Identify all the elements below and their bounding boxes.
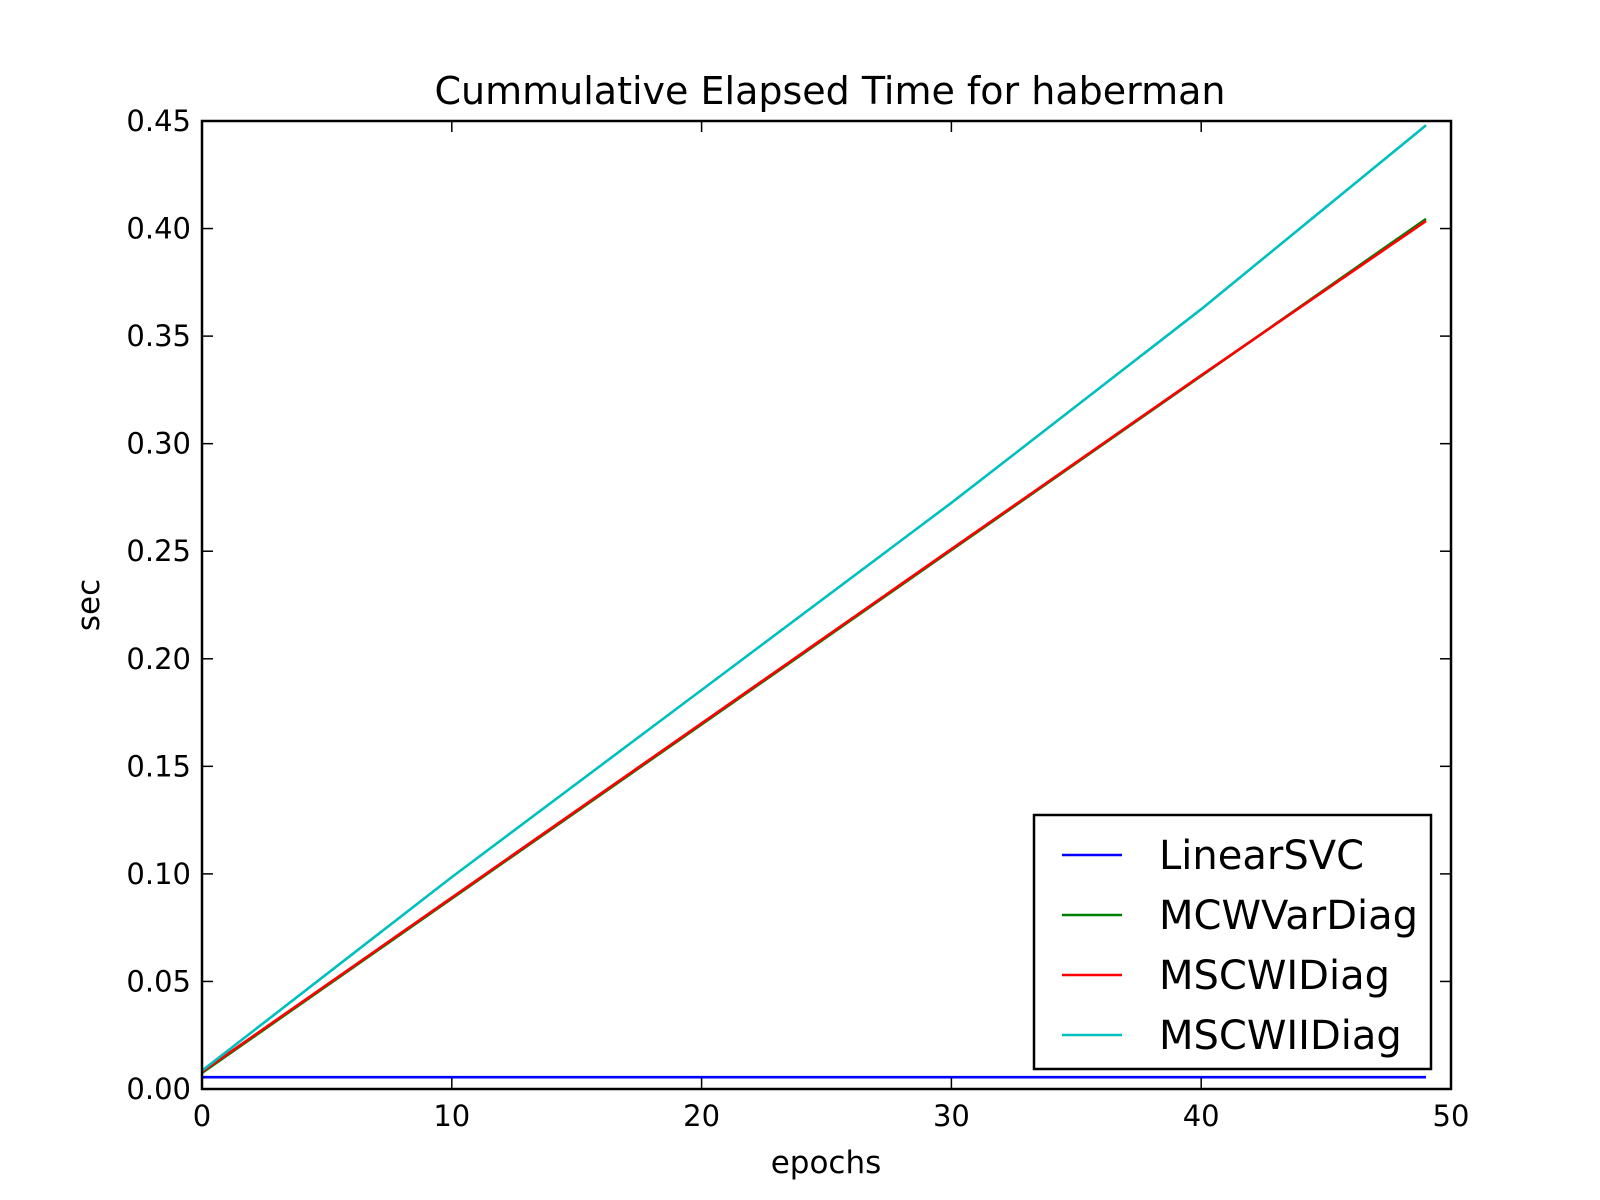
y-tick-label: 0.30 [126,427,191,461]
legend-box [1032,813,1433,1071]
x-tick-label: 40 [1183,1099,1220,1133]
legend: LinearSVC MCWVarDiag MSCWIDiag MSCWIIDiag [1032,813,1433,1071]
y-tick-label: 0.20 [126,642,191,676]
x-tick-label: 0 [193,1099,211,1133]
legend-label-linearsvc: LinearSVC [1159,833,1364,879]
legend-label-mscwiidiag: MSCWIIDiag [1159,1013,1402,1059]
y-tick-label: 0.25 [126,534,191,568]
y-tick-label: 0.05 [126,964,191,998]
x-tick-label: 10 [433,1099,470,1133]
x-axis-label: epochs [771,1145,882,1181]
series-lines [201,124,1427,1079]
series-line-mscwidiag [201,219,1427,1073]
x-tick-label: 50 [1433,1099,1470,1133]
y-tick-label: 0.35 [126,319,191,353]
legend-label-mscwidiag: MSCWIDiag [1159,953,1390,999]
legend-label-mcwvardiag: MCWVarDiag [1159,893,1418,939]
y-tick-label: 0.40 [126,212,191,246]
plot-area-frame [200,119,1453,1091]
y-tick-label: 0.00 [126,1072,191,1106]
chart-title: Cummulative Elapsed Time for haberman [435,69,1226,113]
x-tick-label: 20 [683,1099,720,1133]
axis-ticks: 0 10 20 30 40 50 0.00 0.05 0.10 0.15 0.20 0.25 0.30 0… [126,104,1469,1133]
x-tick-label: 30 [933,1099,970,1133]
y-axis-label: sec [71,579,107,631]
y-tick-label: 0.15 [126,749,191,783]
series-line-mscwiidiag [201,124,1427,1072]
y-tick-label: 0.45 [126,104,191,138]
y-tick-label: 0.10 [126,857,191,891]
